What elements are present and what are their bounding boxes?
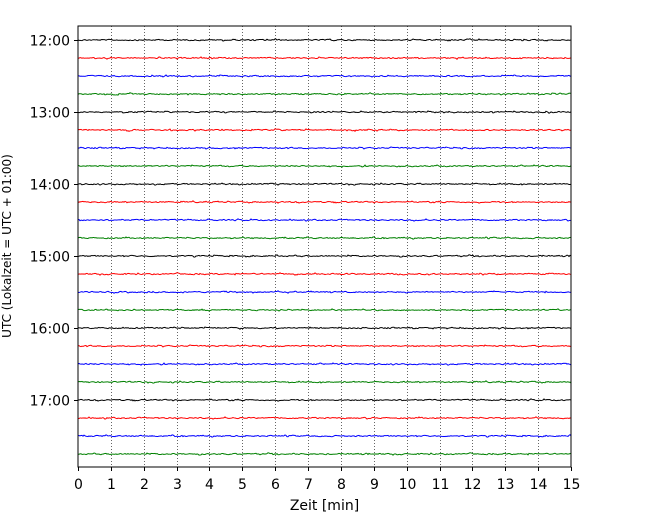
trace-1400 bbox=[77, 182, 572, 186]
trace-1515 bbox=[77, 272, 572, 276]
x-tick-label: 13 bbox=[497, 477, 515, 493]
trace-1730 bbox=[77, 434, 572, 438]
x-tick-label: 1 bbox=[107, 477, 116, 493]
trace-1545 bbox=[77, 308, 572, 312]
trace-1415 bbox=[77, 200, 572, 204]
x-tick-label: 4 bbox=[205, 477, 214, 493]
x-tick-label: 9 bbox=[370, 477, 379, 493]
y-axis-label: UTC (Lokalzeit = UTC + 01:00) bbox=[0, 154, 14, 338]
trace-1700 bbox=[77, 398, 572, 402]
trace-1615 bbox=[77, 344, 572, 348]
trace-1645 bbox=[77, 380, 572, 384]
x-tick-label: 10 bbox=[399, 477, 417, 493]
x-tick-label: 7 bbox=[304, 477, 313, 493]
plot-frame bbox=[77, 25, 572, 468]
x-tick-label: 12 bbox=[464, 477, 482, 493]
x-tick-label: 8 bbox=[337, 477, 346, 493]
trace-1315 bbox=[77, 128, 572, 132]
y-tick-label: 16:00 bbox=[30, 322, 70, 338]
x-tick-label: 11 bbox=[432, 477, 450, 493]
trace-1230 bbox=[77, 74, 572, 78]
trace-1530 bbox=[77, 290, 572, 294]
y-tick-label: 12:00 bbox=[30, 34, 70, 50]
trace-1445 bbox=[77, 236, 572, 240]
trace-1500 bbox=[77, 254, 572, 258]
trace-1330 bbox=[77, 146, 572, 150]
x-tick-label: 2 bbox=[140, 477, 149, 493]
y-tick-label: 15:00 bbox=[30, 250, 70, 266]
trace-1630 bbox=[77, 362, 572, 366]
x-tick-label: 14 bbox=[530, 477, 548, 493]
trace-1300 bbox=[77, 110, 572, 114]
trace-1745 bbox=[77, 452, 572, 456]
y-tick-label: 13:00 bbox=[30, 106, 70, 122]
trace-1200 bbox=[77, 38, 572, 42]
trace-1430 bbox=[77, 218, 572, 222]
x-tick-label: 6 bbox=[271, 477, 280, 493]
trace-layer bbox=[77, 38, 572, 456]
x-tick-label: 15 bbox=[563, 477, 581, 493]
y-tick-label: 17:00 bbox=[30, 394, 70, 410]
x-tick-label: 3 bbox=[173, 477, 182, 493]
y-tick-label: 14:00 bbox=[30, 178, 70, 194]
x-tick-label: 5 bbox=[238, 477, 247, 493]
grid-layer bbox=[111, 26, 539, 467]
trace-1245 bbox=[77, 92, 572, 96]
x-axis-label: Zeit [min] bbox=[290, 498, 359, 514]
trace-1600 bbox=[77, 326, 572, 330]
trace-1215 bbox=[77, 56, 572, 60]
trace-1715 bbox=[77, 416, 572, 420]
x-tick-label: 0 bbox=[74, 477, 83, 493]
trace-1345 bbox=[77, 164, 572, 168]
tick-layer: 0 1 2 3 4 5 6 7 8 9 10 11 12 13 14 1512:0013:0014:0015:… bbox=[30, 34, 581, 494]
